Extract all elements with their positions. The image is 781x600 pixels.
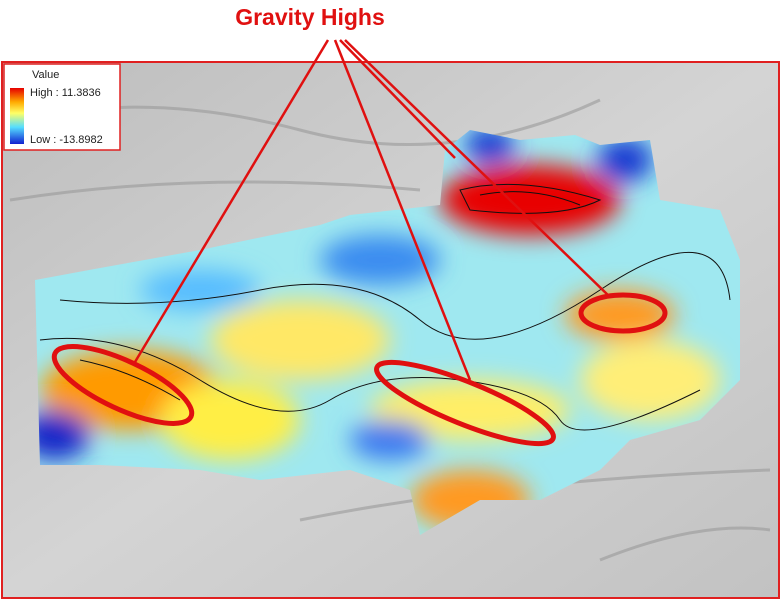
map-title: Gravity Highs: [235, 4, 385, 30]
legend-low: Low : -13.8982: [30, 134, 103, 146]
legend: Value High : 11.3836 Low : -13.8982: [3, 63, 121, 151]
legend-title: Value: [32, 69, 59, 81]
callout-lines: [133, 39, 611, 381]
contour-lines: [39, 183, 731, 431]
highlight-ellipses: [51, 292, 668, 447]
legend-high: High : 11.3836: [30, 87, 101, 99]
legend-color-ramp: [10, 88, 24, 144]
